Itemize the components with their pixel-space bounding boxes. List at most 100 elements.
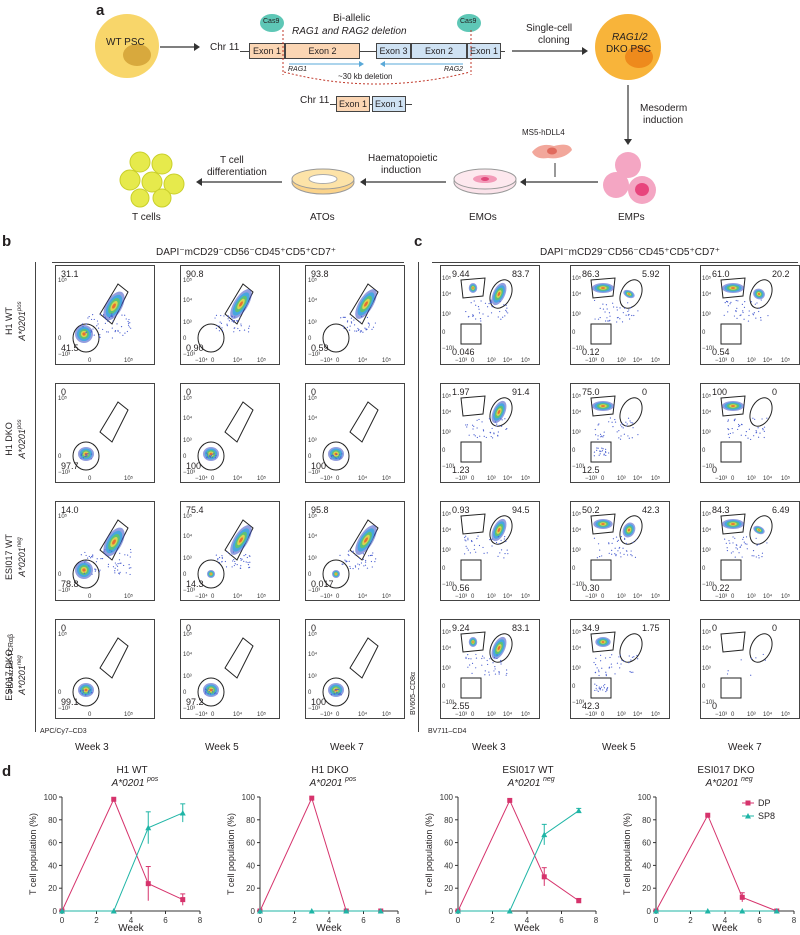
c-ytick: −10³ <box>442 582 454 588</box>
b-gate-polygon <box>349 519 379 561</box>
c-xtick: 10⁴ <box>633 593 643 600</box>
b-val-bot-r1-c0: 97.7 <box>61 461 79 471</box>
d-chart-1: H1 DKO A*0201 pos 0 20 40 60 80 100 0 2 4 6 8 Week T ce… <box>226 765 401 933</box>
b-xtick: 10⁵ <box>124 711 134 718</box>
b-ytick: 10⁴ <box>183 297 193 304</box>
d-xlabel: Week <box>712 923 738 933</box>
c-ytick: 10³ <box>442 548 451 554</box>
c-plot-r3-c1: 10⁵ 10⁴ 10³ 0 −10³ −10³ 0 10³ 10⁴ 10⁵ <box>570 619 670 719</box>
c-gate-dp <box>489 633 513 663</box>
d-ytick-label: 20 <box>642 884 651 893</box>
b-row-2-allele: A*0201 <box>17 547 27 577</box>
c-gate-sp8 <box>720 631 746 653</box>
b-val-top-r2-c0: 14.0 <box>61 505 79 515</box>
c-val-dp-r0-c2: 20.2 <box>772 269 790 279</box>
c-xtick: 0 <box>731 476 735 482</box>
b-gate-polygon <box>349 637 379 679</box>
c-ytick: 0 <box>702 448 706 454</box>
c-xtick: −10³ <box>585 712 597 718</box>
b-plot-r0-c0: 10⁵ 0 −10³ 0 10⁵ <box>55 265 155 365</box>
c-ytick: 10³ <box>442 312 451 318</box>
d-ytick-label: 60 <box>48 839 57 848</box>
c-ytick: −10³ <box>702 464 714 470</box>
b-gate-ellipse <box>322 441 350 471</box>
b-plot-r3-c1: 10⁵ 10⁴ 10³ 0 −10³ −10⁴ 0 10⁴ 10⁵ <box>180 619 280 719</box>
tcells-label: T cells <box>132 212 161 223</box>
c-val-dp-r1-c1: 0 <box>642 387 648 397</box>
b-xtick: −10⁴ <box>320 711 333 718</box>
d-series-line-DP <box>457 799 580 912</box>
b-plot-canvas-r3-c0: 10⁵ 0 −10³ 0 10⁵ <box>58 631 134 718</box>
b-ytick: −10³ <box>308 352 320 358</box>
d-xlabel: Week <box>316 923 342 933</box>
c-xtick: 10⁴ <box>503 475 513 482</box>
c-val-dp-r0-c0: 83.7 <box>512 269 530 279</box>
d-ylabel: T cell population (%) <box>28 813 38 895</box>
d-point-DP <box>576 898 582 904</box>
b-ytick: −10³ <box>58 352 70 358</box>
b-week-7: Week 7 <box>330 742 364 753</box>
b-xtick: 0 <box>88 358 92 364</box>
c-ytick: 10³ <box>702 548 711 554</box>
d-ytick-label: 20 <box>444 884 453 893</box>
rag-direction-arrows <box>289 61 463 67</box>
d-xtick-label: 2 <box>94 916 99 925</box>
b-val-top-r3-c0: 0 <box>61 623 67 633</box>
b-ytick: 0 <box>183 690 187 696</box>
c-gate-dp <box>489 515 513 545</box>
c-xtick: 0 <box>731 358 735 364</box>
b-ytick: 10³ <box>183 674 192 680</box>
emps-label: EMPs <box>618 212 645 223</box>
d-point-DP <box>739 894 745 900</box>
c-xtick: 10⁴ <box>633 475 643 482</box>
d-ytick-label: 0 <box>449 907 454 916</box>
b-ytick: −10³ <box>58 588 70 594</box>
c-xtick: 0 <box>471 358 475 364</box>
c-xtick: 10³ <box>617 594 626 600</box>
c-gate-dn <box>590 323 612 345</box>
b-plot-canvas-r0-c0: 10⁵ 0 −10³ 0 10⁵ <box>58 277 134 364</box>
c-plot-canvas-r2-c1: 10⁵ 10⁴ 10³ 0 −10³−10³ 0 10³ 10⁴ 10⁵ <box>572 511 661 600</box>
b-ytick: −10³ <box>58 470 70 476</box>
c-week-3: Week 3 <box>472 742 506 753</box>
c-ytick: −10³ <box>442 346 454 352</box>
b-xtick: −10⁴ <box>320 475 333 482</box>
c-ytick: −10³ <box>572 582 584 588</box>
b-ytick: 10⁴ <box>183 533 193 540</box>
d-point-DP <box>309 795 315 801</box>
d-point-SP8 <box>653 908 659 914</box>
cas9-left-label: Cas9 <box>263 18 280 25</box>
d-point-SP8 <box>541 831 548 838</box>
exon-1-rag2-result: Exon 1 <box>372 96 406 112</box>
c-plot-canvas-r0-c0: 10⁵ 10⁴ 10³ 0 −10³−10³ 0 10³ 10⁴ 10⁵ <box>442 275 531 364</box>
b-row-1-allele: A*0201 <box>17 429 27 459</box>
c-gate-dp <box>749 397 773 427</box>
d-ytick-label: 0 <box>53 907 58 916</box>
b-xtick: −10⁴ <box>195 593 208 600</box>
c-val-dn-r1-c0: 1.23 <box>452 465 470 475</box>
c-xtick: −10³ <box>715 476 727 482</box>
b-ytick: 0 <box>58 454 62 460</box>
c-val-dp-r1-c0: 91.4 <box>512 387 530 397</box>
c-ytick: 10³ <box>702 430 711 436</box>
dko-label-line2: DKO PSC <box>606 44 652 55</box>
c-ytick: 10⁵ <box>572 393 582 400</box>
c-xtick: 10³ <box>617 476 626 482</box>
b-ytick: 0 <box>308 454 312 460</box>
d-xtick-label: 4 <box>129 916 134 925</box>
b-gate-polygon <box>99 519 129 561</box>
b-plot-r2-c1: 10⁵ 10⁴ 10³ 0 −10³ −10⁴ 0 10⁴ 10⁵ <box>180 501 280 601</box>
exon-2-rag2: Exon 2 <box>411 43 467 59</box>
b-plot-canvas-r1-c0: 10⁵ 0 −10³ 0 10⁵ <box>58 395 134 482</box>
b-ytick: 10⁵ <box>183 631 193 638</box>
c-xtick: 10³ <box>617 712 626 718</box>
c-gate-dn <box>720 441 742 463</box>
dko-label-line1: RAG1/2 <box>612 32 648 43</box>
c-xtick: −10³ <box>455 712 467 718</box>
b-row-3-line1: ESI017 DKO <box>4 649 14 701</box>
atos-dish-icon <box>291 168 355 195</box>
d-xtick-label: 2 <box>490 916 495 925</box>
c-ytick: −10³ <box>442 700 454 706</box>
